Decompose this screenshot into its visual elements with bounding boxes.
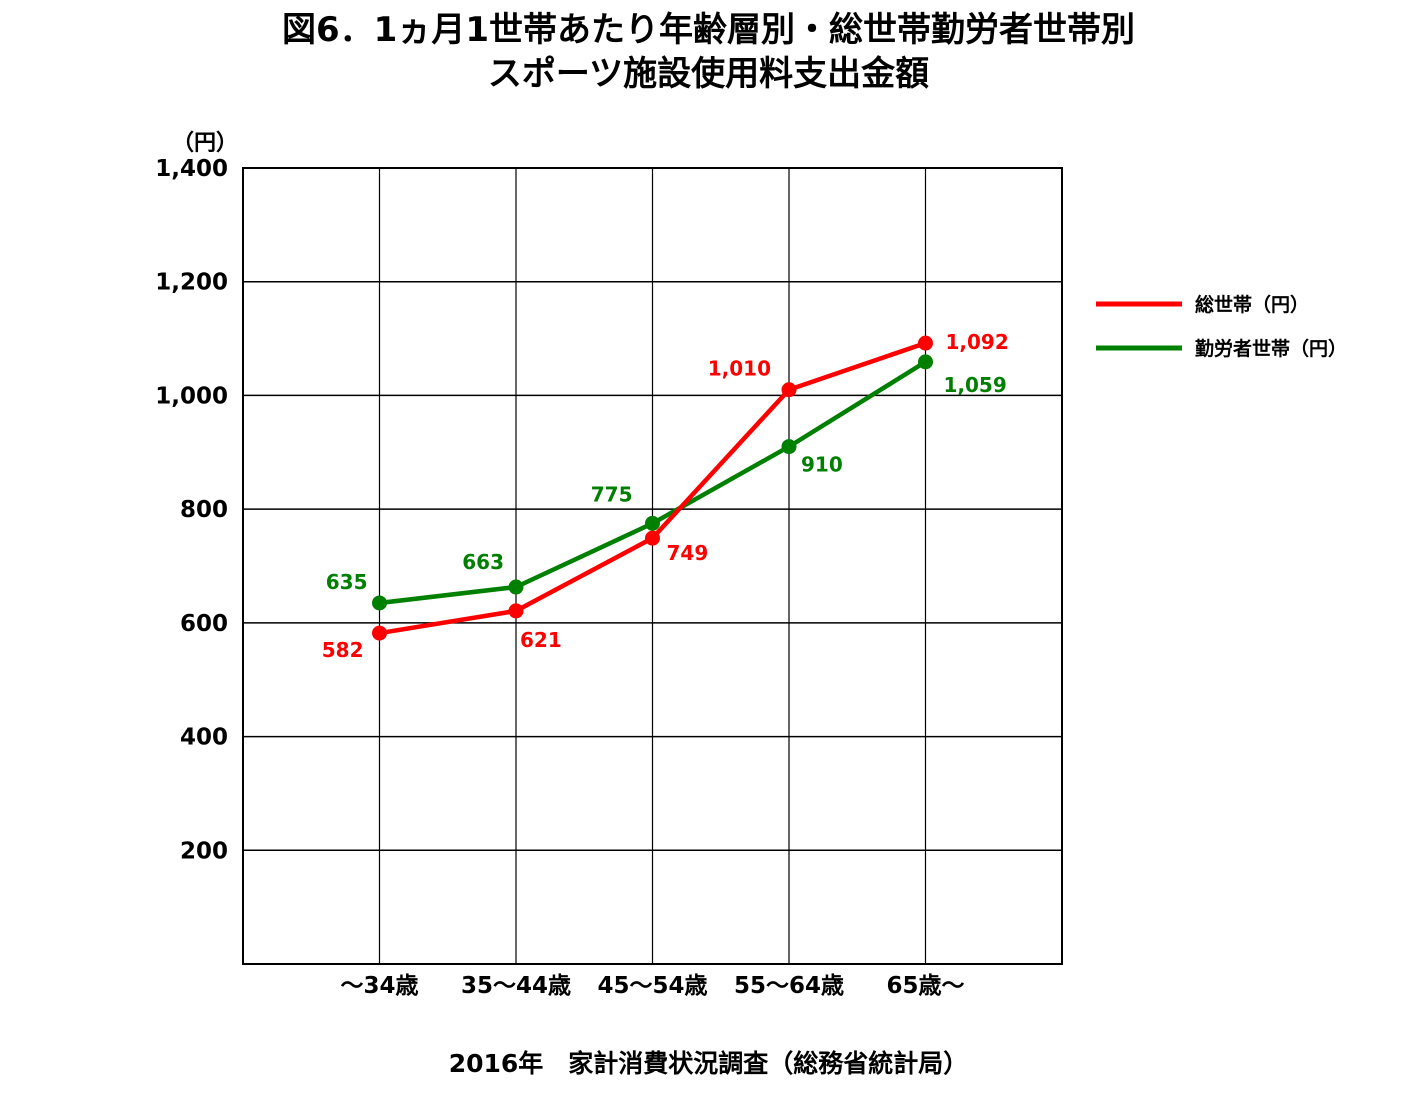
data-point-0-4 — [918, 335, 933, 351]
chart-title-line2: スポーツ施設使用料支出金額 — [487, 54, 930, 94]
y-tick-label: 1,000 — [155, 383, 228, 409]
x-tick-label: 65歳～ — [886, 973, 964, 999]
grid-lines — [243, 167, 1062, 964]
x-tick-label: 55～64歳 — [734, 973, 844, 999]
legend: 総世帯（円） 勤労者世帯（円） — [1096, 293, 1347, 360]
legend-label-1: 勤労者世帯（円） — [1195, 337, 1347, 360]
y-axis-tick-labels: 200 400 600 800 1,000 1,200 1,400 — [155, 156, 228, 864]
data-point-0-3 — [781, 382, 797, 398]
data-point-1-1 — [508, 579, 524, 595]
data-point-0-1 — [508, 603, 524, 619]
data-point-0-2 — [645, 530, 660, 546]
y-axis-unit-label: （円） — [172, 131, 238, 156]
y-tick-label: 1,200 — [155, 270, 228, 296]
data-label: 1,059 — [944, 373, 1007, 397]
source-note: 2016年 家計消費状況調査（総務省統計局） — [448, 1049, 969, 1078]
series-points — [372, 335, 933, 641]
chart-title-line1: 図6．1ヵ月1世帯あたり年齢層別・総世帯勤労者世帯別 — [282, 10, 1135, 50]
data-label: 621 — [520, 628, 562, 652]
data-label: 663 — [462, 550, 504, 574]
data-label: 582 — [322, 638, 364, 662]
data-label: 635 — [326, 570, 368, 594]
y-tick-label: 1,400 — [155, 156, 228, 182]
data-point-1-3 — [781, 439, 797, 455]
data-label: 910 — [801, 453, 843, 477]
data-label: 749 — [667, 541, 709, 565]
y-tick-label: 800 — [180, 497, 228, 523]
x-tick-label: 45～54歳 — [597, 973, 707, 999]
x-axis-tick-labels: ～34歳 35～44歳 45～54歳 55～64歳 65歳～ — [340, 973, 964, 999]
data-labels: 582 621 749 1,010 1,092 635 663 775 910 1,059 — [322, 330, 1009, 662]
data-point-1-0 — [372, 595, 387, 611]
data-point-0-0 — [372, 625, 387, 641]
y-tick-label: 600 — [180, 611, 228, 637]
data-label: 1,092 — [946, 330, 1009, 354]
plot-area-border — [242, 167, 1063, 965]
y-tick-label: 400 — [180, 725, 228, 751]
data-label: 1,010 — [708, 357, 771, 381]
data-label: 775 — [591, 482, 633, 506]
data-point-1-2 — [645, 515, 660, 531]
data-point-1-4 — [918, 354, 933, 370]
x-tick-label: 35～44歳 — [461, 973, 571, 999]
legend-label-0: 総世帯（円） — [1195, 293, 1309, 316]
y-tick-label: 200 — [180, 838, 228, 864]
x-tick-label: ～34歳 — [340, 973, 418, 999]
